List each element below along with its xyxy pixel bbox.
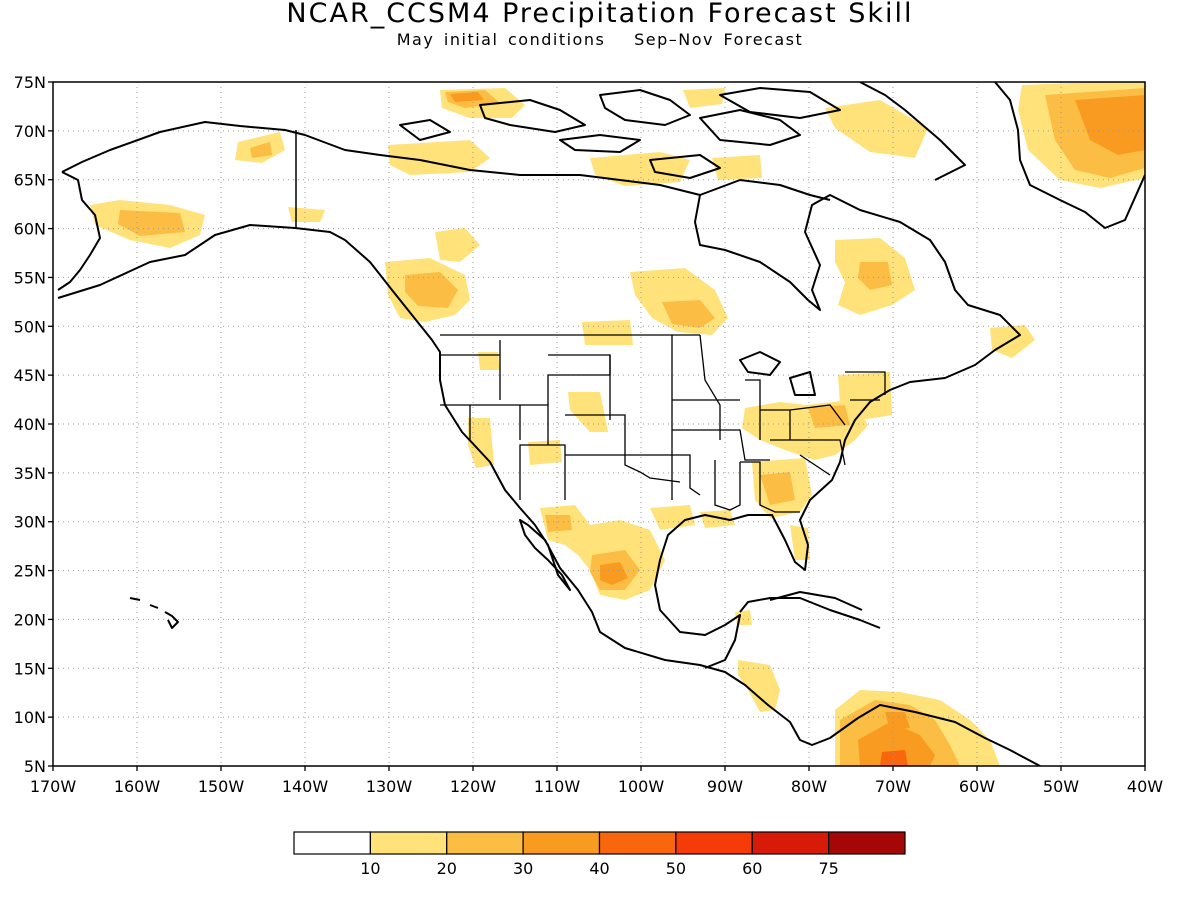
lat-tick-label: 55N (14, 268, 46, 287)
lat-tick-label: 50N (14, 317, 46, 336)
legend-swatch (751, 831, 830, 855)
lat-tick-label: 10N (14, 708, 46, 727)
lon-tick-label: 120W (450, 777, 497, 796)
lon-tick-label: 130W (366, 777, 413, 796)
lat-tick-label: 65N (14, 171, 46, 190)
lon-tick-label: 160W (114, 777, 161, 796)
lat-tick-label: 15N (14, 659, 46, 678)
legend-label: 40 (589, 859, 609, 878)
map-subtitle: May initial conditions Sep–Nov Forecast (396, 30, 804, 49)
lat-tick-label: 30N (14, 513, 46, 532)
lon-tick-label: 50W (1043, 777, 1079, 796)
legend-swatch (293, 831, 371, 855)
lon-tick-label: 70W (875, 777, 911, 796)
lon-tick-label: 80W (791, 777, 827, 796)
lat-tick-label: 40N (14, 415, 46, 434)
lat-tick-label: 5N (24, 757, 46, 776)
lat-tick-label: 25N (14, 562, 46, 581)
skill-shading-30-40 (450, 92, 1145, 766)
legend-label: 30 (513, 859, 533, 878)
lon-tick-label: 150W (198, 777, 245, 796)
lon-tick-label: 170W (30, 777, 77, 796)
lon-tick-label: 110W (534, 777, 581, 796)
lat-tick-label: 70N (14, 122, 46, 141)
lat-tick-label: 35N (14, 464, 46, 483)
skill-color-legend: 10 20 30 40 50 60 75 (293, 831, 906, 878)
state-boundaries (440, 334, 886, 513)
lat-tick-label: 60N (14, 220, 46, 239)
lon-tick-label: 90W (707, 777, 743, 796)
skill-shading-20-30 (118, 88, 1145, 766)
legend-swatch (446, 831, 524, 855)
lat-tick-label: 45N (14, 366, 46, 385)
longitude-axis: 170W 160W 150W 140W 130W 120W 110W 100W 90W 80W 70… (30, 766, 1163, 796)
lon-tick-label: 40W (1127, 777, 1163, 796)
latitude-axis: 75N 70N 65N 60N 55N 50N 45N 40N 35N 30N 25N 20N 15N 1… (14, 73, 53, 776)
legend-swatch (522, 831, 601, 855)
legend-label: 50 (666, 859, 686, 878)
legend-swatch (675, 831, 753, 855)
skill-shading-40-50 (880, 750, 908, 766)
legend-label: 75 (818, 859, 838, 878)
legend-label: 60 (742, 859, 762, 878)
map-title: NCAR_CCSM4 Precipitation Forecast Skill (286, 0, 914, 29)
legend-label: 20 (437, 859, 457, 878)
graticule-grid (53, 82, 1145, 766)
map-plot-area (53, 82, 1145, 766)
legend-label: 10 (360, 859, 380, 878)
lat-tick-label: 75N (14, 73, 46, 92)
lon-tick-label: 140W (282, 777, 329, 796)
lon-tick-label: 100W (618, 777, 665, 796)
lat-tick-label: 20N (14, 610, 46, 629)
legend-swatch (828, 831, 906, 855)
legend-swatch (369, 831, 448, 855)
legend-swatch (598, 831, 677, 855)
skill-shading-10-20 (90, 82, 1145, 766)
lon-tick-label: 60W (959, 777, 995, 796)
coastlines (57, 82, 1145, 766)
